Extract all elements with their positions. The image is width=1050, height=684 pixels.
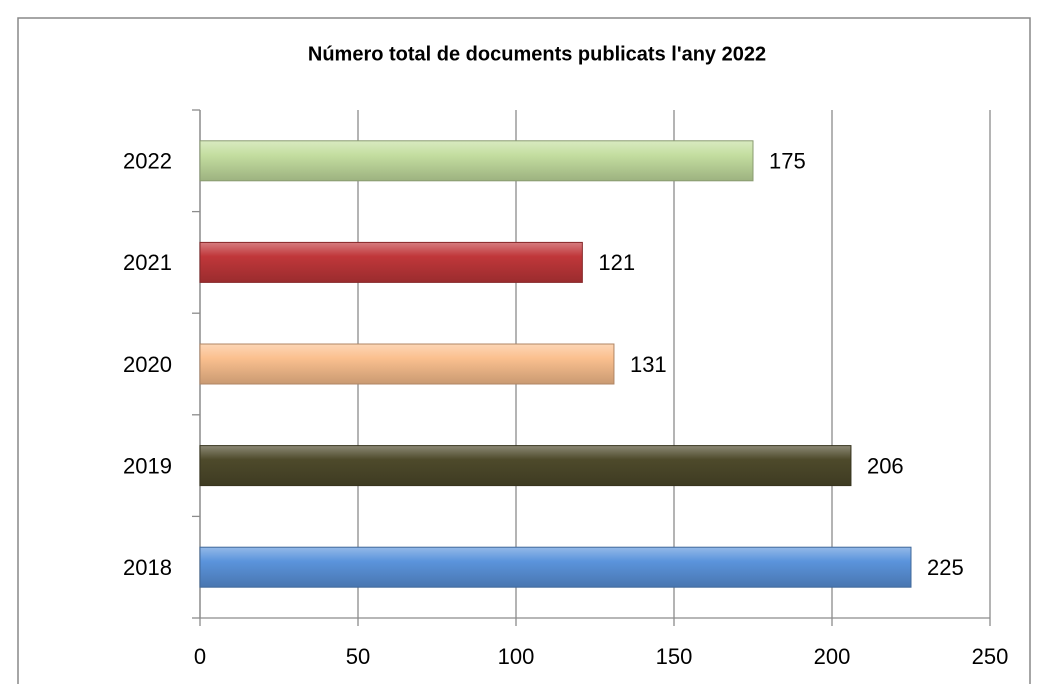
data-label: 206 [867,453,904,478]
y-tick-label: 2020 [123,352,172,377]
x-tick-label: 100 [498,644,535,669]
x-tick-label: 200 [814,644,851,669]
x-tick-label: 150 [656,644,693,669]
y-tick-label: 2018 [123,555,172,580]
bar [199,343,615,385]
y-tick-label: 2021 [123,250,172,275]
bar [199,546,912,588]
data-label: 121 [598,250,635,275]
bar [199,140,754,182]
y-tick-label: 2019 [123,453,172,478]
data-label: 131 [630,352,667,377]
x-tick-label: 50 [346,644,370,669]
bar [199,445,852,487]
x-tick-label: 250 [972,644,1009,669]
data-label: 175 [769,149,806,174]
chart-title: Número total de documents publicats l'an… [308,43,766,65]
bar [199,241,583,283]
y-tick-label: 2022 [123,149,172,174]
x-tick-label: 0 [194,644,206,669]
data-label: 225 [927,555,964,580]
